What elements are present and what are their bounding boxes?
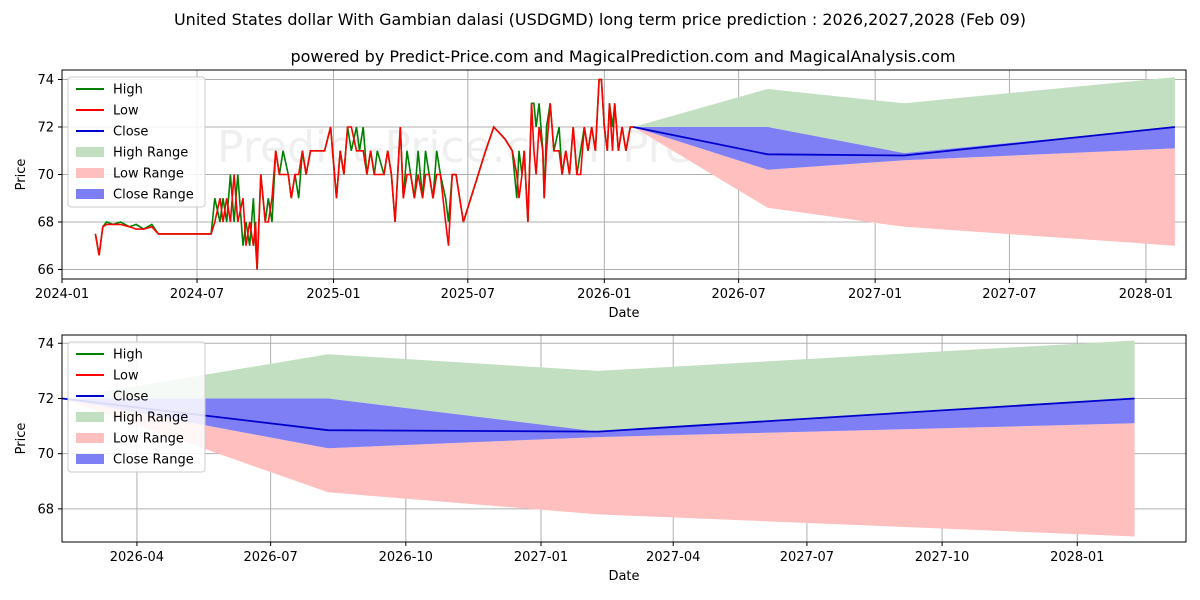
x-tick-label: 2026-10 xyxy=(379,550,433,565)
legend-patch-swatch xyxy=(76,168,104,178)
x-tick-label: 2027-04 xyxy=(646,550,700,565)
legend-patch-swatch xyxy=(76,454,104,464)
legend-label: Low Range xyxy=(113,432,184,447)
x-tick-label: 2025-01 xyxy=(306,287,360,302)
legend-label: Close Range xyxy=(113,188,194,203)
y-tick-label: 72 xyxy=(37,392,54,407)
bottom-panel: Predict-Price.comPredict-Price.com687072… xyxy=(14,334,1187,584)
x-axis-label: Date xyxy=(608,306,639,321)
legend-label: High Range xyxy=(113,146,188,161)
y-tick-label: 68 xyxy=(37,216,54,231)
legend-patch-swatch xyxy=(76,147,104,157)
low-range-band xyxy=(62,398,1135,537)
x-axis-label: Date xyxy=(608,569,639,584)
legend-patch-swatch xyxy=(76,433,104,443)
x-tick-label: 2027-07 xyxy=(982,287,1036,302)
close-range-band xyxy=(62,398,1135,449)
legend-label: Close Range xyxy=(113,453,194,468)
legend-label: Low xyxy=(113,104,139,119)
low-series-line xyxy=(94,78,634,270)
legend-patch-swatch xyxy=(76,189,104,199)
y-tick-label: 68 xyxy=(37,502,54,517)
low-range-band xyxy=(633,127,1175,246)
x-tick-label: 2027-07 xyxy=(780,550,834,565)
y-tick-label: 74 xyxy=(37,337,54,352)
y-tick-label: 74 xyxy=(37,73,54,88)
x-tick-label: 2025-07 xyxy=(441,287,495,302)
chart-subtitle: powered by Predict-Price.com and Magical… xyxy=(290,47,955,66)
close-series-line xyxy=(633,126,1175,157)
legend-label: High xyxy=(113,83,143,98)
legend-label: Low Range xyxy=(113,167,184,182)
legend-label: High xyxy=(113,348,143,363)
legend-label: Close xyxy=(113,125,148,140)
x-tick-label: 2024-01 xyxy=(35,287,89,302)
legend-label: High Range xyxy=(113,411,188,426)
top-panel: Predict-Price.comPredict-Price.com666870… xyxy=(14,69,1187,321)
y-axis-label: Price xyxy=(14,159,29,191)
legend-label: Low xyxy=(113,369,139,384)
y-axis-label: Price xyxy=(14,423,29,455)
x-tick-label: 2026-01 xyxy=(577,287,631,302)
y-tick-label: 72 xyxy=(37,121,54,136)
high-range-band xyxy=(62,340,1135,432)
x-tick-label: 2027-01 xyxy=(514,550,568,565)
x-tick-label: 2027-10 xyxy=(915,550,969,565)
legend-patch-swatch xyxy=(76,412,104,422)
chart-title: United States dollar With Gambian dalasi… xyxy=(174,10,1026,29)
y-tick-label: 70 xyxy=(37,447,54,462)
high-range-band xyxy=(633,77,1175,154)
x-tick-label: 2028-01 xyxy=(1050,550,1104,565)
plot-frame xyxy=(61,334,1187,543)
x-tick-label: 2027-01 xyxy=(848,287,902,302)
x-tick-label: 2028-01 xyxy=(1119,287,1173,302)
y-tick-label: 66 xyxy=(37,263,54,278)
x-tick-label: 2024-07 xyxy=(170,287,224,302)
legend-label: Close xyxy=(113,390,148,405)
x-tick-label: 2026-07 xyxy=(243,550,297,565)
close-range-band xyxy=(633,127,1175,170)
y-tick-label: 70 xyxy=(37,168,54,183)
x-tick-label: 2026-04 xyxy=(110,550,164,565)
x-tick-label: 2026-07 xyxy=(711,287,765,302)
